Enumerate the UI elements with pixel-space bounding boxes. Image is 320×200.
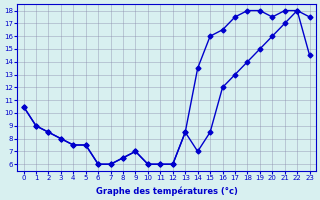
X-axis label: Graphe des températures (°c): Graphe des températures (°c) (96, 186, 237, 196)
